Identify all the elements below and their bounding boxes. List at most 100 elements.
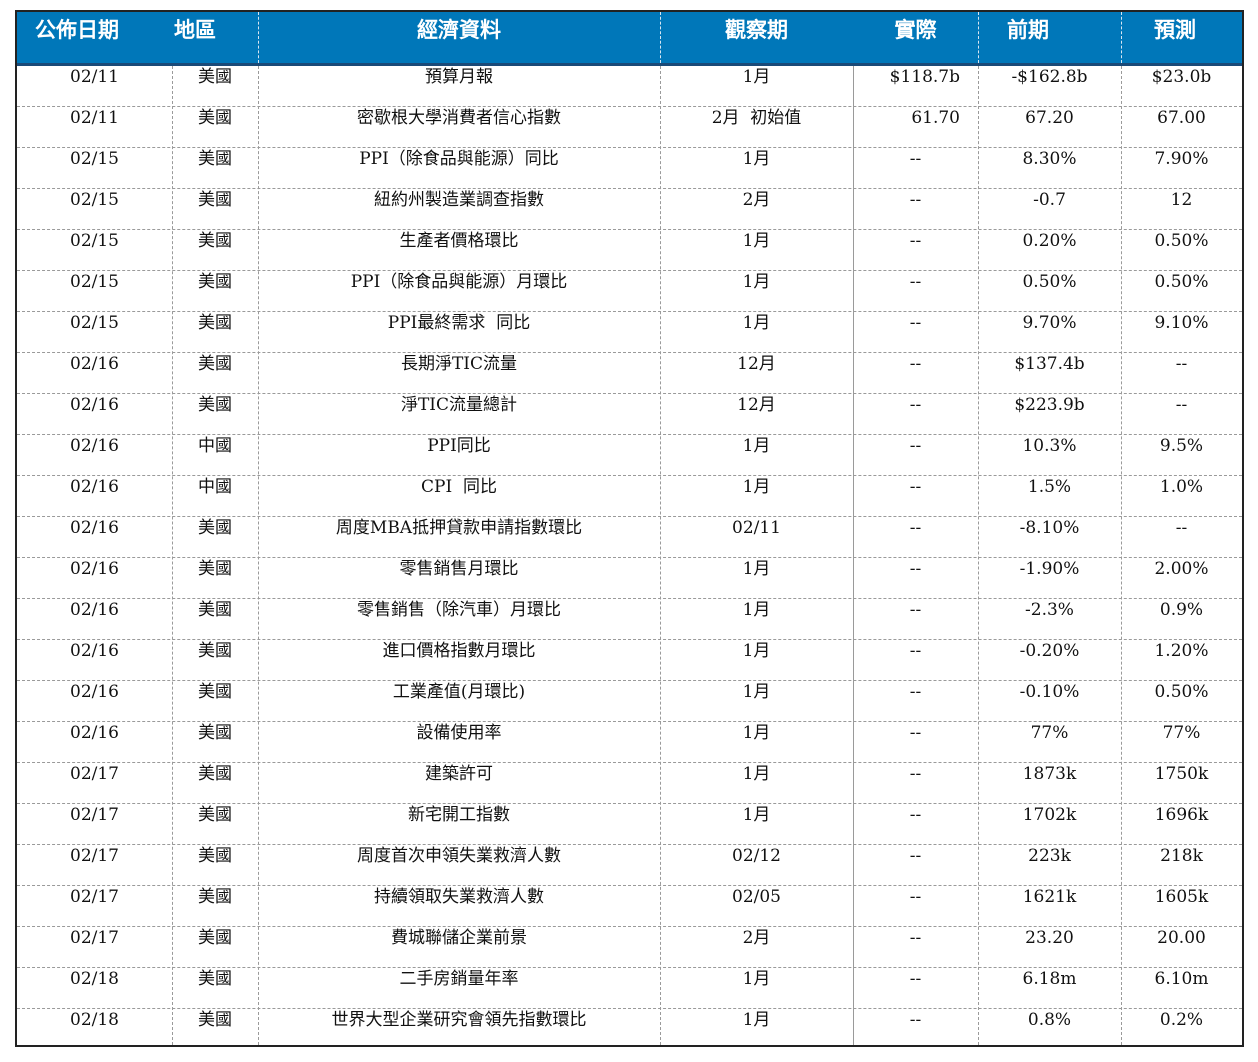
previous-cell: 1621k (1022, 887, 1077, 907)
previous-cell: $223.9b (1014, 395, 1085, 415)
indicator-cell: 密歇根大學消費者信心指數 (357, 108, 561, 128)
previous-cell: -0.7 (1033, 190, 1066, 210)
period-cell: 2月 (742, 928, 771, 948)
indicator-cell: 周度MBA抵押貸款申請指數環比 (335, 518, 583, 538)
date-cell: 02/11 (70, 67, 119, 87)
header-indicator: 經濟資料 (417, 18, 501, 42)
date-cell: 02/15 (70, 190, 119, 210)
column-divider (660, 66, 661, 1045)
forecast-cell: 67.00 (1157, 108, 1206, 128)
previous-cell: 223k (1028, 846, 1071, 866)
period-cell: 1月 (742, 969, 771, 989)
region-cell: 美國 (198, 559, 232, 579)
indicator-cell: 零售銷售月環比 (399, 559, 519, 579)
indicator-cell: 世界大型企業研究會領先指數環比 (331, 1010, 587, 1030)
region-cell: 美國 (198, 764, 232, 784)
column-divider (258, 66, 259, 1045)
indicator-cell: 預算月報 (425, 67, 493, 87)
indicator-cell: 淨TIC流量總計 (400, 395, 518, 415)
period-cell: 1月 (742, 477, 771, 497)
actual-cell: -- (909, 477, 922, 497)
date-cell: 02/16 (70, 395, 119, 415)
actual-cell: -- (909, 231, 922, 251)
indicator-cell: 紐約州製造業調查指數 (374, 190, 544, 210)
forecast-cell: 218k (1160, 846, 1203, 866)
forecast-cell: 7.90% (1154, 149, 1209, 169)
period-cell: 1月 (742, 1010, 771, 1030)
header-forecast: 預測 (1154, 18, 1196, 42)
forecast-cell: -- (1175, 395, 1188, 415)
previous-cell: $137.4b (1014, 354, 1085, 374)
forecast-cell: 12 (1170, 190, 1193, 210)
table-row: 02/17 美國 費城聯儲企業前景 2月 -- 23.20 20.00 (17, 927, 1242, 968)
forecast-cell: -- (1175, 354, 1188, 374)
forecast-cell: 0.9% (1159, 600, 1204, 620)
indicator-cell: PPI（除食品與能源）月環比 (350, 272, 568, 292)
actual-cell: -- (909, 1010, 922, 1030)
header-date: 公佈日期 (35, 18, 119, 42)
previous-cell: 0.8% (1027, 1010, 1072, 1030)
indicator-cell: PPI最終需求 同比 (387, 313, 531, 333)
region-cell: 美國 (198, 67, 232, 87)
column-divider (1121, 66, 1122, 1045)
indicator-cell: 持續領取失業救濟人數 (374, 887, 544, 907)
region-cell: 美國 (198, 518, 232, 538)
region-cell: 美國 (198, 969, 232, 989)
period-cell: 1月 (742, 764, 771, 784)
date-cell: 02/16 (70, 723, 119, 743)
previous-cell: -8.10% (1019, 518, 1080, 538)
actual-cell: -- (909, 928, 922, 948)
previous-cell: -1.90% (1019, 559, 1080, 579)
region-cell: 美國 (198, 846, 232, 866)
actual-cell: -- (909, 354, 922, 374)
actual-cell: -- (909, 518, 922, 538)
previous-cell: 10.3% (1022, 436, 1077, 456)
period-cell: 1月 (742, 600, 771, 620)
region-cell: 美國 (198, 887, 232, 907)
region-cell: 中國 (198, 477, 232, 497)
region-cell: 美國 (198, 149, 232, 169)
header-divider (1121, 12, 1122, 63)
period-cell: 02/05 (732, 887, 781, 907)
date-cell: 02/15 (70, 149, 119, 169)
header-divider (978, 12, 979, 63)
previous-cell: 9.70% (1022, 313, 1077, 333)
table-row: 02/16 美國 淨TIC流量總計 12月 -- $223.9b -- (17, 394, 1242, 435)
table-row: 02/16 美國 零售銷售月環比 1月 -- -1.90% 2.00% (17, 558, 1242, 599)
date-cell: 02/16 (70, 641, 119, 661)
table-row: 02/17 美國 建築許可 1月 -- 1873k 1750k (17, 763, 1242, 804)
actual-cell: -- (909, 723, 922, 743)
actual-cell: -- (909, 682, 922, 702)
table-row: 02/15 美國 PPI（除食品與能源）月環比 1月 -- 0.50% 0.50% (17, 271, 1242, 312)
actual-cell: -- (909, 969, 922, 989)
previous-cell: 1.5% (1027, 477, 1072, 497)
actual-cell: -- (909, 272, 922, 292)
date-cell: 02/16 (70, 436, 119, 456)
actual-cell: 61.70 (911, 108, 960, 128)
actual-cell: -- (909, 887, 922, 907)
previous-cell: 0.20% (1022, 231, 1077, 251)
date-cell: 02/16 (70, 600, 119, 620)
forecast-cell: 0.2% (1159, 1010, 1204, 1030)
forecast-cell: 1605k (1154, 887, 1209, 907)
table-row: 02/15 美國 生產者價格環比 1月 -- 0.20% 0.50% (17, 230, 1242, 271)
table-row: 02/17 美國 持續領取失業救濟人數 02/05 -- 1621k 1605k (17, 886, 1242, 927)
indicator-cell: CPI 同比 (421, 477, 497, 497)
previous-cell: 0.50% (1022, 272, 1077, 292)
period-cell: 1月 (742, 805, 771, 825)
previous-cell: -2.3% (1025, 600, 1074, 620)
date-cell: 02/15 (70, 313, 119, 333)
actual-cell: -- (909, 805, 922, 825)
actual-cell: -- (909, 764, 922, 784)
date-cell: 02/17 (70, 805, 119, 825)
indicator-cell: 周度首次申領失業救濟人數 (357, 846, 561, 866)
date-cell: 02/15 (70, 272, 119, 292)
table-row: 02/18 美國 二手房銷量年率 1月 -- 6.18m 6.10m (17, 968, 1242, 1009)
forecast-cell: 77% (1162, 723, 1201, 743)
forecast-cell: 1.0% (1159, 477, 1204, 497)
actual-cell: -- (909, 436, 922, 456)
indicator-cell: 零售銷售（除汽車）月環比 (357, 600, 561, 620)
indicator-cell: 工業產值(月環比) (392, 682, 526, 702)
table-row: 02/16 美國 零售銷售（除汽車）月環比 1月 -- -2.3% 0.9% (17, 599, 1242, 640)
previous-cell: -$162.8b (1011, 67, 1088, 87)
